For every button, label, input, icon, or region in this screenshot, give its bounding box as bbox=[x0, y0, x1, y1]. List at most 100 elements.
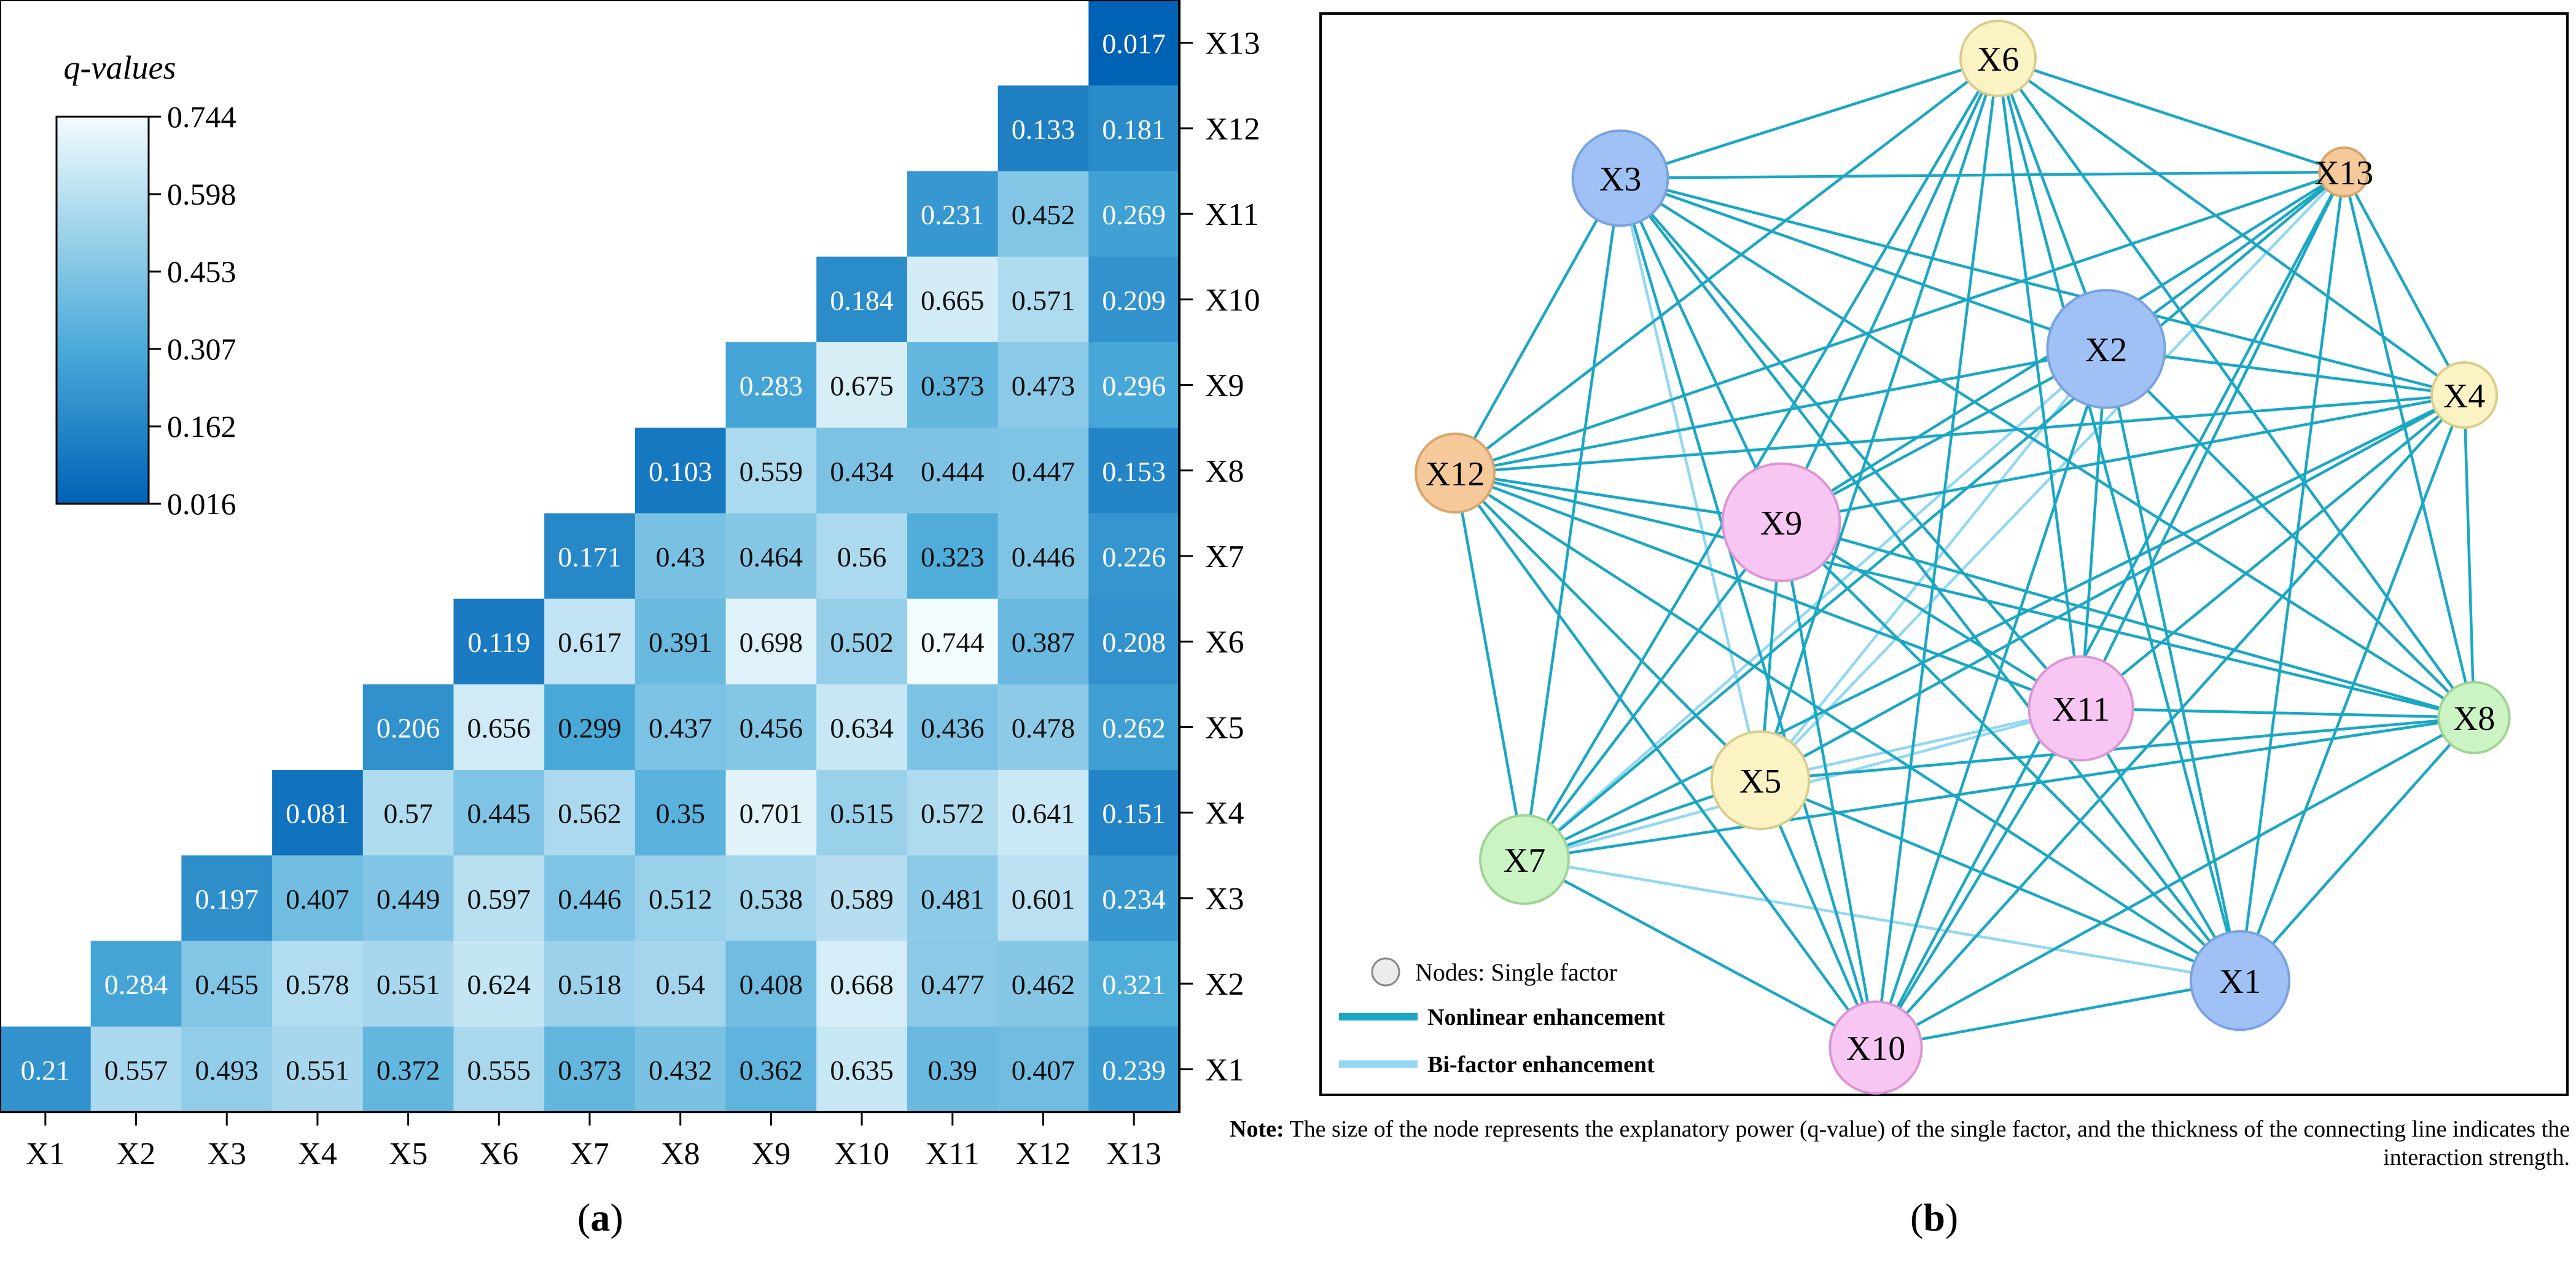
heatmap-cell-value: 0.447 bbox=[1012, 456, 1075, 487]
heatmap-cell bbox=[997, 684, 1089, 770]
heatmap-cell bbox=[725, 598, 817, 685]
heatmap-cell bbox=[816, 598, 908, 685]
network-edges bbox=[1453, 57, 2476, 1049]
network-edge bbox=[2079, 170, 2346, 710]
heatmap-cell-value: 0.181 bbox=[1102, 114, 1166, 145]
network-edge bbox=[1996, 57, 2466, 397]
heatmap-cell-value: 0.555 bbox=[467, 1054, 531, 1086]
heatmap-cell-value: 0.559 bbox=[740, 456, 803, 487]
x-tick-label: X6 bbox=[480, 1137, 519, 1172]
heatmap-cell-value: 0.197 bbox=[195, 883, 259, 915]
heatmap-cell bbox=[816, 941, 908, 1027]
heatmap-cell-value: 0.656 bbox=[467, 712, 531, 743]
heatmap-cell-value: 0.407 bbox=[1012, 1054, 1075, 1086]
network-node-circle bbox=[1415, 433, 1496, 514]
heatmap-cell-value: 0.481 bbox=[921, 883, 985, 915]
heatmap-cell bbox=[907, 941, 999, 1027]
network-edge bbox=[1523, 176, 1622, 861]
heatmap-cell bbox=[816, 428, 908, 514]
heatmap-cell-value: 0.562 bbox=[558, 798, 622, 829]
heatmap-cell-value: 0.57 bbox=[383, 798, 433, 829]
network-edge bbox=[1453, 471, 1526, 861]
heatmap-cell-value: 0.208 bbox=[1102, 627, 1166, 658]
note-text: The size of the node represents the expl… bbox=[1289, 1116, 2570, 1170]
heatmap-cell-value: 0.456 bbox=[740, 712, 803, 743]
network-node-label: X4 bbox=[2443, 377, 2485, 415]
heatmap-cell-value: 0.283 bbox=[740, 370, 803, 402]
heatmap-cell-value: 0.171 bbox=[558, 541, 622, 573]
network-edge bbox=[1453, 471, 2476, 719]
heatmap-cell-value: 0.239 bbox=[1102, 1054, 1166, 1086]
y-tick-label: X8 bbox=[1205, 454, 1244, 489]
network-node-circle bbox=[1721, 462, 1841, 582]
heatmap-cell-value: 0.744 bbox=[921, 627, 985, 658]
heatmap-cell-value: 0.551 bbox=[377, 969, 440, 1000]
heatmap-row-labels: X13 X12 X11 X10 X9 X8 X7 X6 X5 X4 X3 X2 X1 bbox=[1179, 26, 1260, 1087]
heatmap-cell bbox=[453, 855, 545, 942]
network-edge bbox=[2342, 170, 2466, 397]
heatmap-cell bbox=[1088, 598, 1180, 685]
y-tick-label: X2 bbox=[1205, 967, 1244, 1002]
heatmap-cell-value: 0.473 bbox=[1012, 370, 1075, 402]
heatmap-cell-value: 0.675 bbox=[830, 370, 894, 402]
heatmap-cell-value: 0.641 bbox=[1012, 798, 1075, 829]
heatmap-cell-value: 0.589 bbox=[830, 883, 894, 915]
network-edge bbox=[1779, 393, 2466, 524]
y-tick-label: X6 bbox=[1205, 625, 1244, 660]
heatmap-cell-value: 0.184 bbox=[830, 284, 894, 316]
heatmap-cell bbox=[997, 513, 1089, 600]
heatmap-cell-value: 0.151 bbox=[1102, 798, 1166, 829]
colorbar-tick-label: 0.016 bbox=[167, 487, 236, 521]
heatmap-cell-value: 0.262 bbox=[1102, 712, 1166, 743]
network-edge bbox=[1874, 347, 2108, 1049]
heatmap-cell-value: 0.323 bbox=[921, 541, 985, 573]
network-edge bbox=[2079, 347, 2108, 710]
network-node: X9 bbox=[1721, 462, 1841, 582]
heatmap-cell bbox=[634, 513, 727, 600]
network-node-label: X13 bbox=[2314, 154, 2373, 192]
heatmap-cell bbox=[997, 428, 1089, 514]
heatmap-cell bbox=[907, 598, 999, 685]
network-edge bbox=[2342, 170, 2476, 719]
heatmap-cell bbox=[1088, 855, 1180, 942]
network-node: X3 bbox=[1571, 129, 1669, 227]
x-tick-label: X2 bbox=[117, 1137, 156, 1172]
heatmap-cell bbox=[816, 770, 908, 856]
network-edge bbox=[1874, 716, 2476, 1049]
network-node-label: X12 bbox=[1426, 455, 1485, 493]
network-edge bbox=[1523, 57, 2000, 861]
heatmap-cell bbox=[272, 855, 364, 942]
y-tick-label: X7 bbox=[1205, 539, 1244, 574]
colorbar-tick-label: 0.162 bbox=[167, 409, 236, 444]
heatmap-cell-value: 0.478 bbox=[1012, 712, 1075, 743]
x-tick-label: X11 bbox=[926, 1137, 980, 1172]
x-tick-label: X9 bbox=[752, 1137, 791, 1172]
heatmap-cell-value: 0.634 bbox=[830, 712, 894, 743]
network-edge bbox=[1996, 57, 2083, 710]
heatmap-cell-value: 0.39 bbox=[928, 1054, 978, 1086]
heatmap-cell bbox=[453, 770, 545, 856]
y-tick-label: X11 bbox=[1205, 197, 1259, 232]
heatmap-cell bbox=[997, 1026, 1089, 1113]
network-edge bbox=[1758, 393, 2466, 782]
heatmap-cell bbox=[0, 1026, 92, 1113]
network-edge bbox=[1996, 57, 2346, 174]
x-tick-label: X8 bbox=[661, 1137, 700, 1172]
heatmap-cell bbox=[907, 855, 999, 942]
heatmap-cell bbox=[997, 171, 1089, 257]
network-node-circle bbox=[2318, 146, 2370, 198]
note-label: Note: bbox=[1230, 1116, 1284, 1142]
heatmap-cell-value: 0.617 bbox=[558, 627, 622, 658]
heatmap-cell-value: 0.668 bbox=[830, 969, 894, 1000]
colorbar-tick-label: 0.598 bbox=[167, 177, 236, 211]
heatmap-cell-value: 0.269 bbox=[1102, 199, 1166, 230]
heatmap-cell bbox=[272, 770, 364, 856]
network-edge bbox=[1996, 57, 2242, 982]
heatmap-cell-value: 0.373 bbox=[558, 1054, 622, 1086]
heatmap-cell bbox=[634, 428, 727, 514]
network-node: X6 bbox=[1959, 20, 2037, 97]
heatmap-cell-value: 0.133 bbox=[1012, 114, 1075, 145]
network-edge bbox=[1453, 347, 2108, 475]
network-edge bbox=[1523, 858, 2242, 982]
network-edge bbox=[1453, 471, 1762, 782]
